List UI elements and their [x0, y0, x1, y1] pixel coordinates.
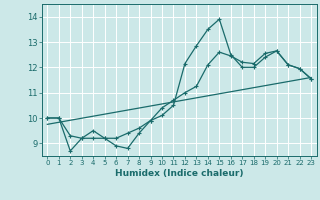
X-axis label: Humidex (Indice chaleur): Humidex (Indice chaleur): [115, 169, 244, 178]
